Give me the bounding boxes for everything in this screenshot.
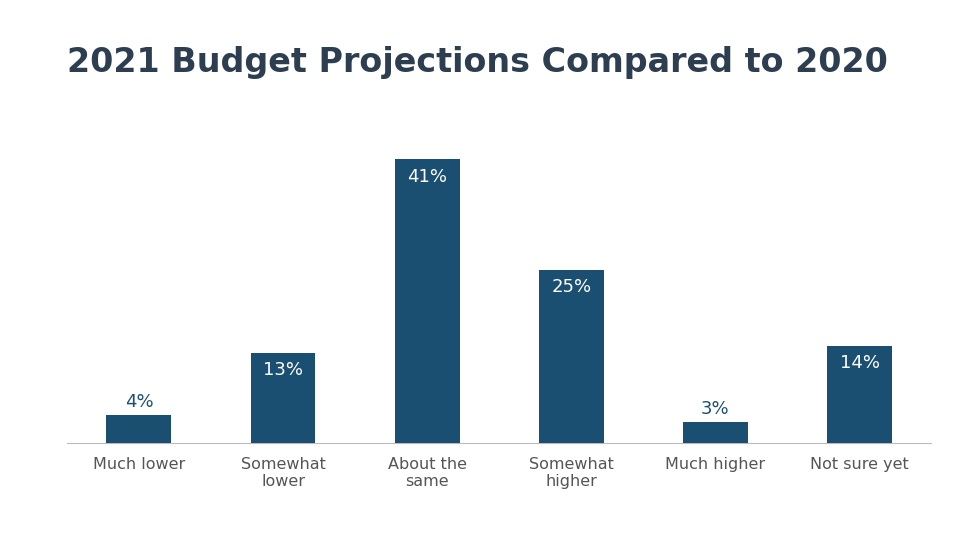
Text: 2021 Budget Projections Compared to 2020: 2021 Budget Projections Compared to 2020	[67, 46, 888, 79]
Bar	[251, 353, 316, 443]
Bar	[828, 346, 892, 443]
Text: 41%: 41%	[407, 168, 447, 186]
Text: 13%: 13%	[263, 361, 303, 379]
Bar	[683, 422, 748, 443]
Bar	[539, 270, 604, 443]
Text: 25%: 25%	[551, 278, 591, 296]
Text: 3%: 3%	[701, 400, 730, 418]
Bar	[107, 415, 171, 443]
Bar	[395, 159, 460, 443]
Text: 4%: 4%	[125, 393, 154, 411]
Text: 14%: 14%	[839, 354, 879, 372]
